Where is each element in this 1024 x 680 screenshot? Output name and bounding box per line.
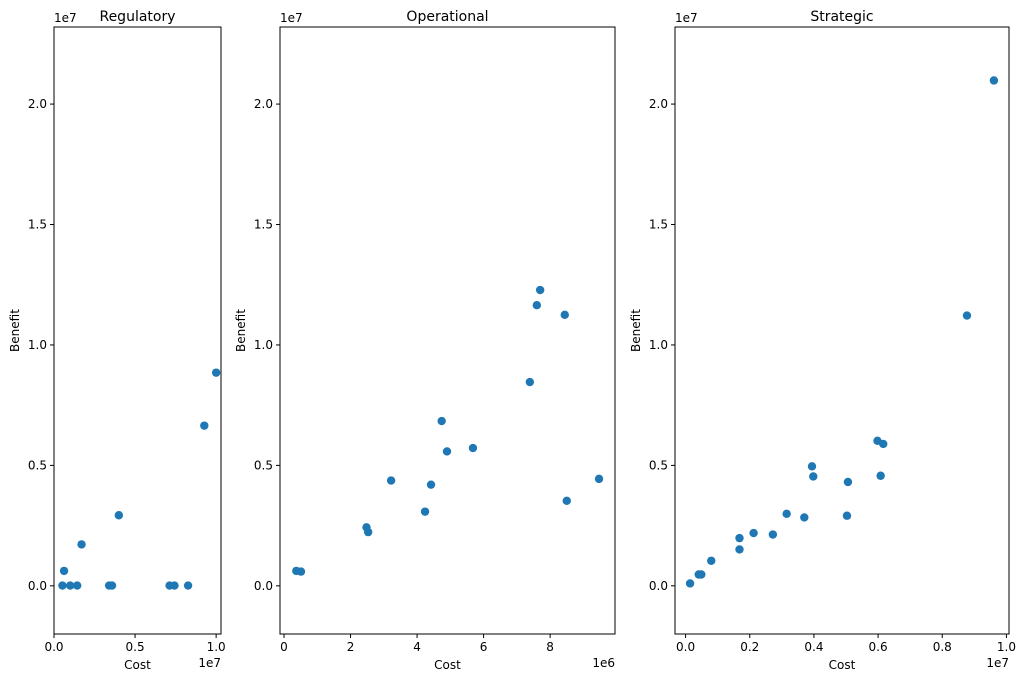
data-point [200, 421, 209, 430]
subplot-operational: 0 2 4 6 8 0.0 0.5 1.0 1.5 2.0 Operational Cost Benef… [234, 9, 616, 672]
y-tick-label: 2.0 [649, 97, 668, 111]
x-tick-label: 0.8 [933, 640, 952, 654]
data-point [525, 377, 535, 387]
data-point [426, 480, 436, 489]
data-point [768, 530, 778, 539]
data-point [962, 311, 972, 320]
data-point [72, 581, 82, 590]
data-point [594, 474, 604, 484]
axes-frame [53, 26, 222, 635]
data-point [749, 528, 758, 538]
x-tick-label: 2 [347, 640, 355, 654]
y-offset-text: 1e7 [675, 11, 698, 25]
subplot-title: Regulatory [99, 9, 175, 25]
data-point [842, 511, 852, 520]
y-offset-text: 1e7 [54, 11, 77, 25]
y-tick-label: 1.0 [28, 338, 47, 352]
y-tick-label: 0.0 [254, 579, 273, 593]
y-tick-label: 2.0 [254, 97, 273, 111]
subplot-title: Operational [406, 9, 488, 25]
data-point [560, 310, 569, 320]
data-point [58, 581, 67, 590]
axes-frame [674, 26, 1010, 635]
x-axis-label: Cost [434, 658, 461, 672]
data-point [211, 368, 221, 377]
data-point [876, 471, 885, 480]
data-point [735, 533, 744, 543]
y-tick-label: 0.5 [28, 458, 47, 472]
y-axis-label: Benefit [8, 309, 22, 352]
y-axis-label: Benefit [234, 309, 248, 352]
data-point [170, 581, 179, 590]
data-point [59, 566, 69, 576]
x-tick-label: 0.0 [676, 640, 695, 654]
data-point [66, 581, 75, 590]
data-point [107, 581, 117, 590]
x-tick-label: 8 [546, 640, 554, 654]
data-point [420, 507, 430, 516]
data-point [735, 545, 744, 554]
data-point [442, 447, 452, 456]
subplot-strategic: 0.0 0.2 0.4 0.6 0.8 1.0 0.0 0.5 1.0 1.5 2.0 Strateg… [629, 9, 1016, 672]
x-tick-label: 0.0 [44, 640, 63, 654]
x-tick-label: 0.5 [126, 640, 145, 654]
x-tick-label: 4 [413, 640, 421, 654]
x-axis-label: Cost [124, 658, 151, 672]
y-tick-label: 1.5 [28, 218, 47, 232]
y-tick-label: 2.0 [28, 97, 47, 111]
y-tick-label: 1.0 [254, 338, 273, 352]
axes-frame [279, 26, 616, 635]
y-offset-text: 1e7 [280, 11, 303, 25]
x-tick-label: 0.4 [804, 640, 823, 654]
x-tick-label: 6 [480, 640, 488, 654]
data-point [562, 496, 571, 505]
y-tick-label: 0.5 [649, 458, 668, 472]
data-point [535, 285, 545, 295]
data-point [685, 579, 695, 588]
x-tick-label: 0 [280, 640, 288, 654]
data-point [800, 513, 809, 522]
y-tick-label: 0.0 [649, 579, 668, 593]
y-tick-label: 1.5 [649, 218, 668, 232]
data-point [114, 511, 124, 520]
x-offset-text: 1e7 [198, 656, 221, 670]
data-point [437, 416, 446, 426]
x-axis-label: Cost [829, 658, 856, 672]
data-point [879, 439, 888, 449]
data-point [363, 527, 373, 537]
subplot-regulatory: 0.0 0.5 1.0 0.0 0.5 1.0 1.5 2.0 Regulatory Cost Be… [8, 9, 226, 672]
x-tick-label: 0.2 [740, 640, 759, 654]
data-point [77, 540, 86, 549]
x-tick-label: 1.0 [207, 640, 226, 654]
data-point [183, 581, 193, 590]
x-offset-text: 1e6 [592, 656, 615, 670]
data-point [843, 477, 853, 487]
data-point [807, 462, 817, 471]
x-tick-label: 1.0 [997, 640, 1016, 654]
data-point [707, 556, 716, 565]
y-tick-label: 1.5 [254, 218, 273, 232]
data-point [989, 76, 999, 85]
data-point [809, 472, 818, 481]
data-point [782, 509, 791, 518]
x-tick-label: 0.6 [869, 640, 888, 654]
data-point [532, 301, 542, 310]
y-tick-label: 0.0 [28, 579, 47, 593]
data-point [697, 570, 706, 579]
x-offset-text: 1e7 [986, 656, 1009, 670]
y-tick-label: 0.5 [254, 458, 273, 472]
data-point [296, 567, 306, 576]
subplot-title: Strategic [810, 9, 873, 25]
y-tick-label: 1.0 [649, 338, 668, 352]
data-point [468, 443, 478, 453]
y-axis-label: Benefit [629, 309, 643, 352]
data-point [386, 476, 396, 485]
